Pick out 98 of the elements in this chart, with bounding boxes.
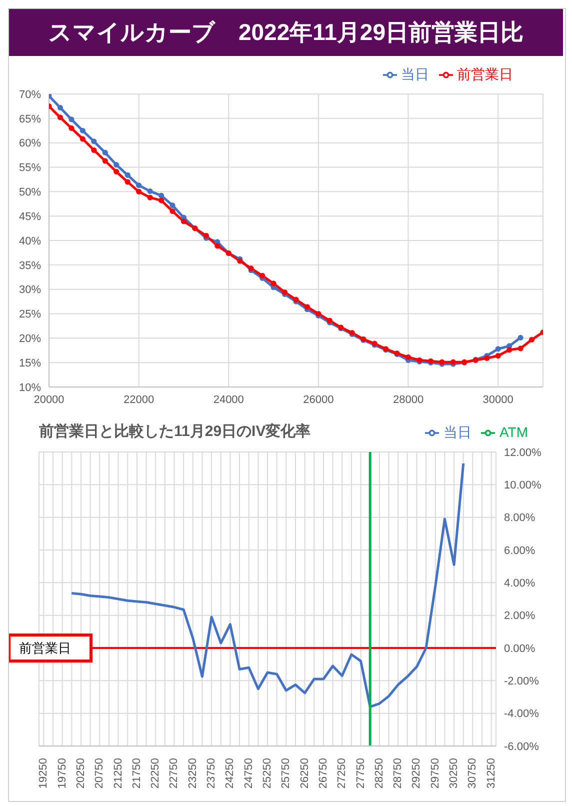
y2-tick-label: 4.00% [504, 578, 536, 590]
y-tick-label: 60% [18, 138, 42, 150]
point [136, 182, 142, 188]
y2-tick-label: 6.00% [504, 544, 536, 557]
y2-tick-label: -6.00% [504, 740, 540, 753]
point [405, 354, 412, 360]
legend-label: 当日 [443, 424, 472, 440]
x-tick-label: 28000 [392, 394, 424, 406]
x-tick-label: 22750 [168, 758, 180, 789]
point [180, 218, 187, 224]
x-tick-label: 20000 [34, 394, 64, 406]
y-tick-label: 65% [18, 113, 42, 126]
x-tick-label: 21250 [112, 758, 124, 789]
x-tick-label: 24000 [213, 394, 244, 406]
x-tick-label: 27750 [354, 758, 367, 789]
point [203, 232, 209, 238]
x-tick-label: 24750 [242, 758, 255, 789]
y-tick-label: 20% [18, 333, 42, 346]
point [170, 208, 176, 214]
y2-tick-label: -4.00% [504, 708, 540, 720]
point [57, 114, 64, 120]
point [484, 355, 490, 361]
y-tick-label: 35% [18, 260, 42, 272]
x-tick-label: 28750 [392, 758, 404, 789]
point [270, 280, 276, 286]
point [114, 162, 120, 168]
x-tick-label: 19250 [38, 758, 50, 789]
x-tick-label: 25750 [280, 758, 292, 789]
x-tick-label: 21750 [130, 758, 143, 789]
x-tick-label: 22000 [124, 394, 154, 406]
x-tick-label: 26750 [317, 758, 330, 789]
point [68, 116, 74, 122]
x-tick-label: 30000 [482, 394, 514, 406]
y-tick-label: 15% [18, 357, 42, 370]
point [80, 128, 86, 134]
x-tick-label: 29750 [429, 758, 442, 789]
legend-label: ATM [499, 424, 528, 440]
point [518, 346, 524, 352]
x-tick-label: 31250 [485, 758, 498, 789]
point [528, 336, 535, 342]
point [80, 136, 86, 142]
chart-title: 前営業日と比較した11月29日のIV変化率 [39, 422, 311, 441]
x-tick-label: 26250 [298, 758, 311, 789]
y2-tick-label: -2.00% [504, 676, 540, 688]
point [91, 138, 97, 144]
point [57, 104, 64, 110]
point [260, 272, 266, 278]
y-tick-label: 50% [18, 186, 42, 199]
point [170, 202, 176, 208]
chart-title: スマイルカーブ 2022年11月29日前営業日比 [9, 9, 563, 56]
point [147, 194, 153, 200]
point [147, 188, 153, 194]
y-tick-label: 55% [18, 162, 42, 174]
y2-tick-label: 8.00% [504, 512, 536, 524]
legend-label: 当日 [401, 66, 429, 82]
x-tick-label: 23750 [206, 758, 218, 789]
point [124, 179, 130, 185]
y-tick-label: 45% [18, 210, 42, 223]
y-tick-label: 30% [18, 284, 42, 296]
point [124, 172, 130, 178]
y-tick-label: 10% [18, 382, 42, 394]
point [91, 147, 97, 153]
x-tick-label: 20250 [74, 758, 87, 789]
point [495, 346, 501, 352]
ref-line-label: 前営業日 [19, 640, 71, 656]
x-tick-label: 25250 [262, 758, 274, 789]
x-tick-label: 19750 [56, 758, 68, 789]
point [158, 198, 164, 204]
line-series [70, 462, 465, 708]
x-tick-label: 26000 [303, 394, 334, 406]
x-tick-label: 22250 [150, 758, 162, 789]
legend-label: 前営業日 [457, 66, 513, 82]
y-tick-label: 70% [18, 88, 42, 101]
x-tick-label: 30250 [448, 758, 460, 789]
x-tick-label: 23250 [186, 758, 199, 789]
point [495, 352, 501, 359]
y2-tick-label: 2.00% [504, 610, 536, 622]
y2-tick-label: 0.00% [504, 642, 536, 655]
point [114, 168, 120, 174]
x-tick-label: 30750 [466, 758, 479, 789]
y-tick-label: 40% [18, 235, 42, 248]
x-tick-label: 29250 [410, 758, 423, 789]
point [102, 150, 108, 156]
y2-tick-label: 12.00% [504, 446, 542, 459]
point [518, 334, 524, 340]
x-tick-label: 27250 [336, 758, 348, 789]
point [136, 188, 142, 194]
point [68, 125, 74, 131]
x-tick-label: 20750 [94, 758, 106, 789]
x-tick-label: 24250 [224, 758, 236, 789]
point [102, 158, 108, 164]
point [214, 243, 220, 249]
point [506, 347, 512, 353]
point [158, 192, 164, 198]
x-tick-label: 28250 [373, 758, 386, 789]
y-tick-label: 25% [18, 308, 42, 321]
point [304, 304, 310, 310]
y2-tick-label: 10.00% [504, 480, 542, 492]
